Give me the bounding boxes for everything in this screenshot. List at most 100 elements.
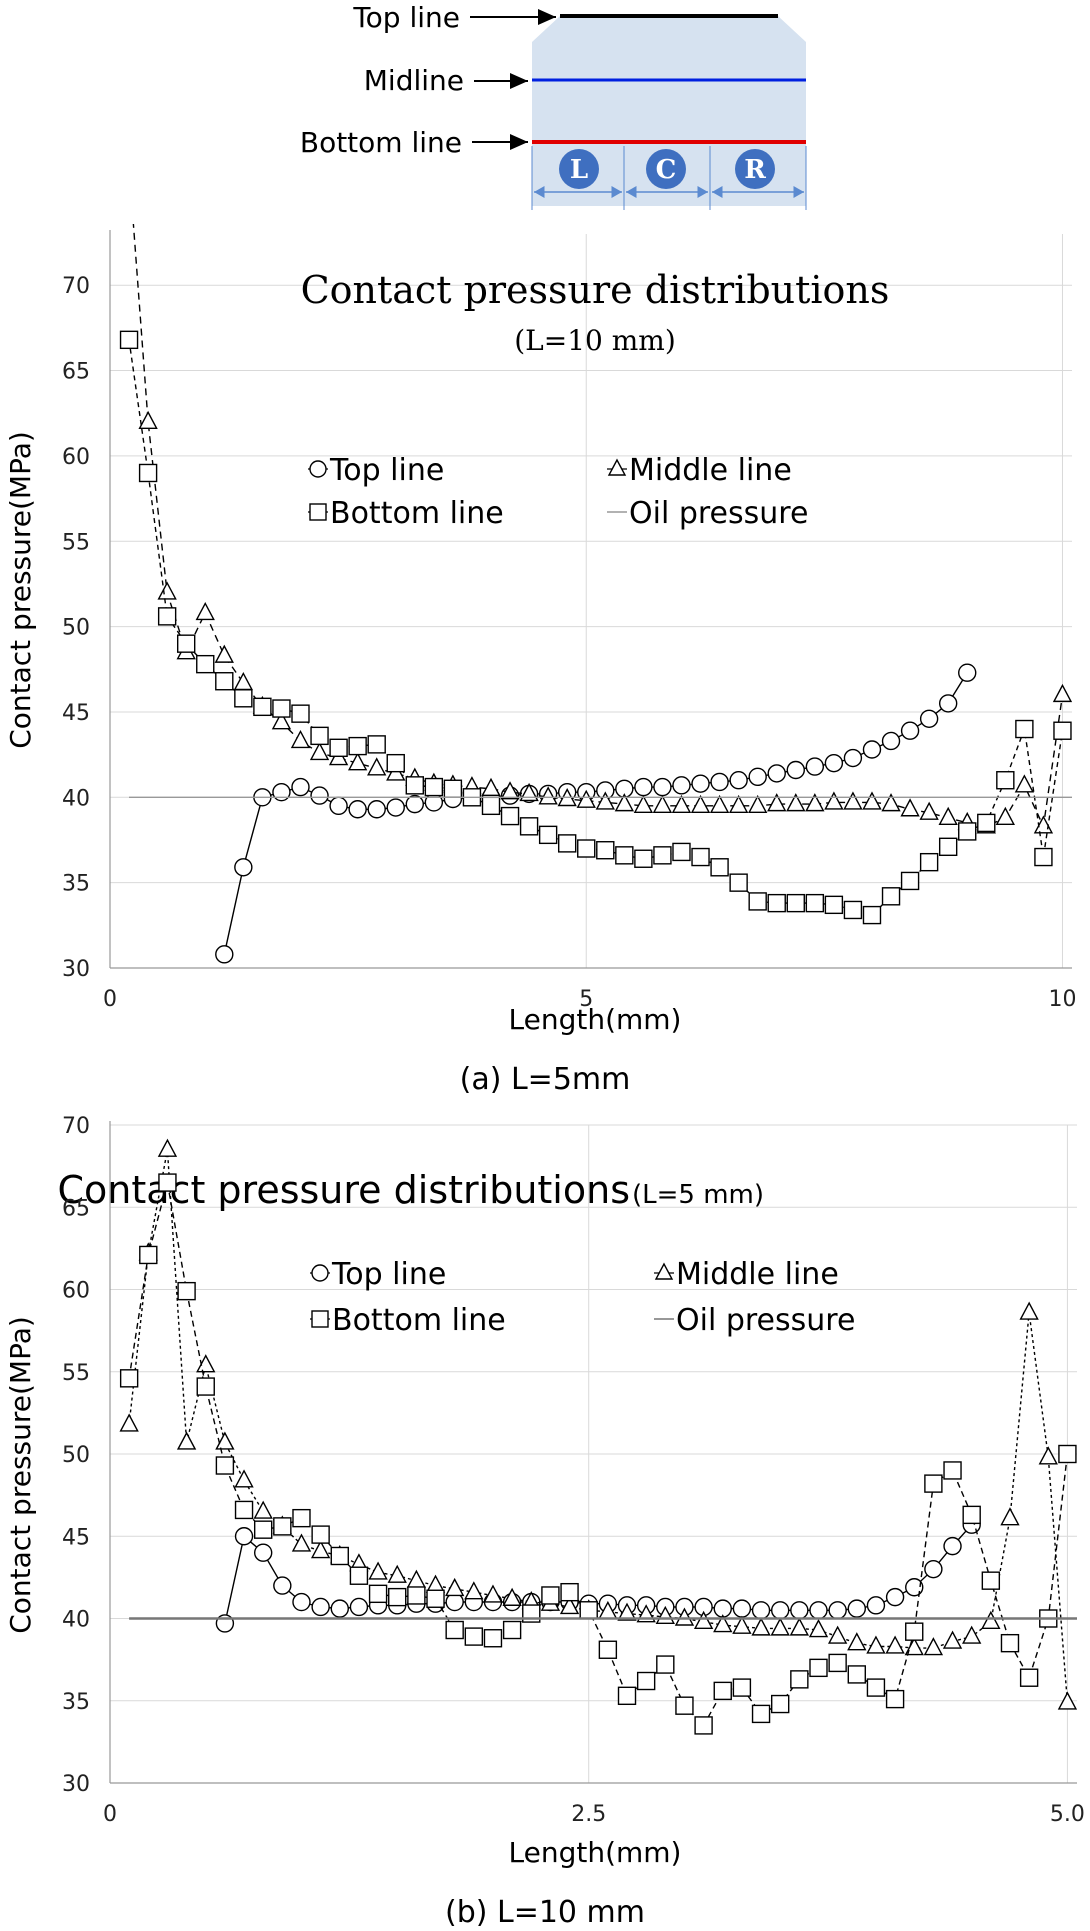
point-top-line: [751, 1601, 771, 1620]
zone-badge-c: [646, 149, 686, 189]
point-bottom-line: [1053, 721, 1072, 740]
point-middle-line: [938, 806, 958, 825]
point-middle-line: [483, 1584, 503, 1603]
x-tick-label: 5.0: [1050, 1802, 1085, 1827]
point-bottom-line: [481, 796, 501, 816]
point-bottom-line: [862, 905, 882, 925]
series-line-bottom-line: [128, 1182, 1069, 1727]
point-middle-line: [215, 1431, 235, 1450]
point-bottom-line: [790, 1670, 809, 1689]
point-bottom-line: [672, 842, 691, 862]
point-top-line: [310, 786, 329, 805]
x-tick-label: 0: [103, 987, 117, 1012]
y-tick-label: 50: [62, 1443, 90, 1468]
zone-letter-c: C: [656, 155, 677, 185]
point-bottom-line: [943, 1461, 962, 1480]
point-top-line: [445, 1592, 464, 1612]
point-middle-line: [805, 793, 825, 812]
point-bottom-line: [617, 1686, 637, 1706]
point-middle-line: [709, 794, 730, 814]
point-middle-line: [808, 1619, 829, 1638]
point-bottom-line: [577, 839, 596, 858]
point-middle-line: [732, 1615, 752, 1634]
chart-b-caption: (b) L=10 mm: [445, 1895, 645, 1930]
point-middle-line: [824, 791, 844, 810]
point-bottom-line: [483, 1629, 503, 1648]
point-middle-line: [995, 806, 1015, 825]
point-middle-line: [387, 1564, 407, 1583]
point-bottom-line: [866, 1678, 886, 1697]
point-bottom-line: [885, 1689, 905, 1709]
point-top-line: [866, 1596, 886, 1615]
series-line-middle-line: [128, 1149, 1069, 1703]
point-bottom-line: [557, 834, 577, 853]
point-bottom-line: [215, 672, 234, 691]
point-bottom-line: [139, 1245, 158, 1265]
point-bottom-line: [560, 1582, 579, 1602]
point-bottom-line: [291, 704, 310, 723]
legend-label-middle-line: Middle line: [676, 1257, 839, 1292]
point-middle-line: [633, 794, 654, 814]
x-tick-label: 10: [1048, 987, 1076, 1012]
point-middle-line: [751, 1617, 771, 1636]
point-bottom-line: [805, 893, 825, 913]
zone-badge-l: [559, 149, 599, 189]
point-top-line: [805, 757, 825, 776]
point-middle-line: [1019, 1301, 1039, 1320]
point-bottom-line: [996, 771, 1015, 790]
point-middle-line: [157, 1138, 178, 1157]
point-bottom-line: [824, 895, 844, 915]
point-middle-line: [671, 794, 692, 814]
point-bottom-line: [843, 900, 863, 920]
point-top-line: [405, 794, 424, 814]
point-middle-line: [368, 1561, 388, 1580]
point-bottom-line: [253, 697, 272, 717]
point-top-line: [653, 777, 672, 797]
x-tick-label: 5: [579, 987, 593, 1012]
point-bottom-line: [919, 852, 939, 872]
point-bottom-line: [464, 1627, 484, 1646]
point-bottom-line: [272, 699, 291, 718]
point-middle-line: [1000, 1507, 1020, 1526]
point-top-line: [729, 771, 748, 790]
legend-label-top-line: Top line: [329, 453, 444, 488]
label-top-line: Top line: [352, 1, 460, 34]
point-middle-line: [770, 1617, 790, 1636]
point-bottom-line: [253, 1520, 273, 1539]
point-bottom-line: [1019, 1668, 1039, 1687]
point-middle-line: [843, 791, 863, 810]
chart-a-x-axis-title: Length(mm): [509, 1003, 682, 1036]
point-bottom-line: [500, 806, 520, 826]
point-middle-line: [1052, 683, 1072, 703]
point-bottom-line: [713, 1681, 732, 1701]
point-bottom-line: [828, 1653, 847, 1673]
zone-badge-r: [735, 149, 775, 189]
point-middle-line: [233, 671, 254, 691]
point-middle-line: [519, 782, 539, 802]
legend-label-bottom-line: Bottom line: [330, 496, 504, 531]
point-middle-line: [786, 793, 806, 812]
point-top-line: [367, 800, 386, 819]
point-middle-line: [176, 1431, 197, 1450]
point-bottom-line: [981, 1571, 1001, 1590]
point-middle-line: [728, 794, 749, 814]
point-bottom-line: [596, 841, 615, 860]
point-middle-line: [119, 1413, 139, 1432]
point-bottom-line: [809, 1658, 828, 1678]
point-bottom-line: [388, 1587, 407, 1607]
point-bottom-line: [767, 893, 786, 913]
point-bottom-line: [977, 813, 996, 833]
point-bottom-line: [158, 1173, 177, 1192]
point-bottom-line: [386, 753, 405, 773]
point-bottom-line: [273, 1517, 292, 1536]
point-top-line: [311, 1597, 330, 1617]
point-bottom-line: [905, 1622, 924, 1641]
point-middle-line: [900, 798, 920, 817]
point-middle-line: [1014, 774, 1035, 793]
point-top-line: [824, 753, 844, 773]
y-tick-label: 60: [62, 1279, 90, 1304]
point-middle-line: [919, 801, 939, 820]
point-top-line: [862, 740, 882, 759]
y-tick-label: 65: [62, 1196, 90, 1221]
